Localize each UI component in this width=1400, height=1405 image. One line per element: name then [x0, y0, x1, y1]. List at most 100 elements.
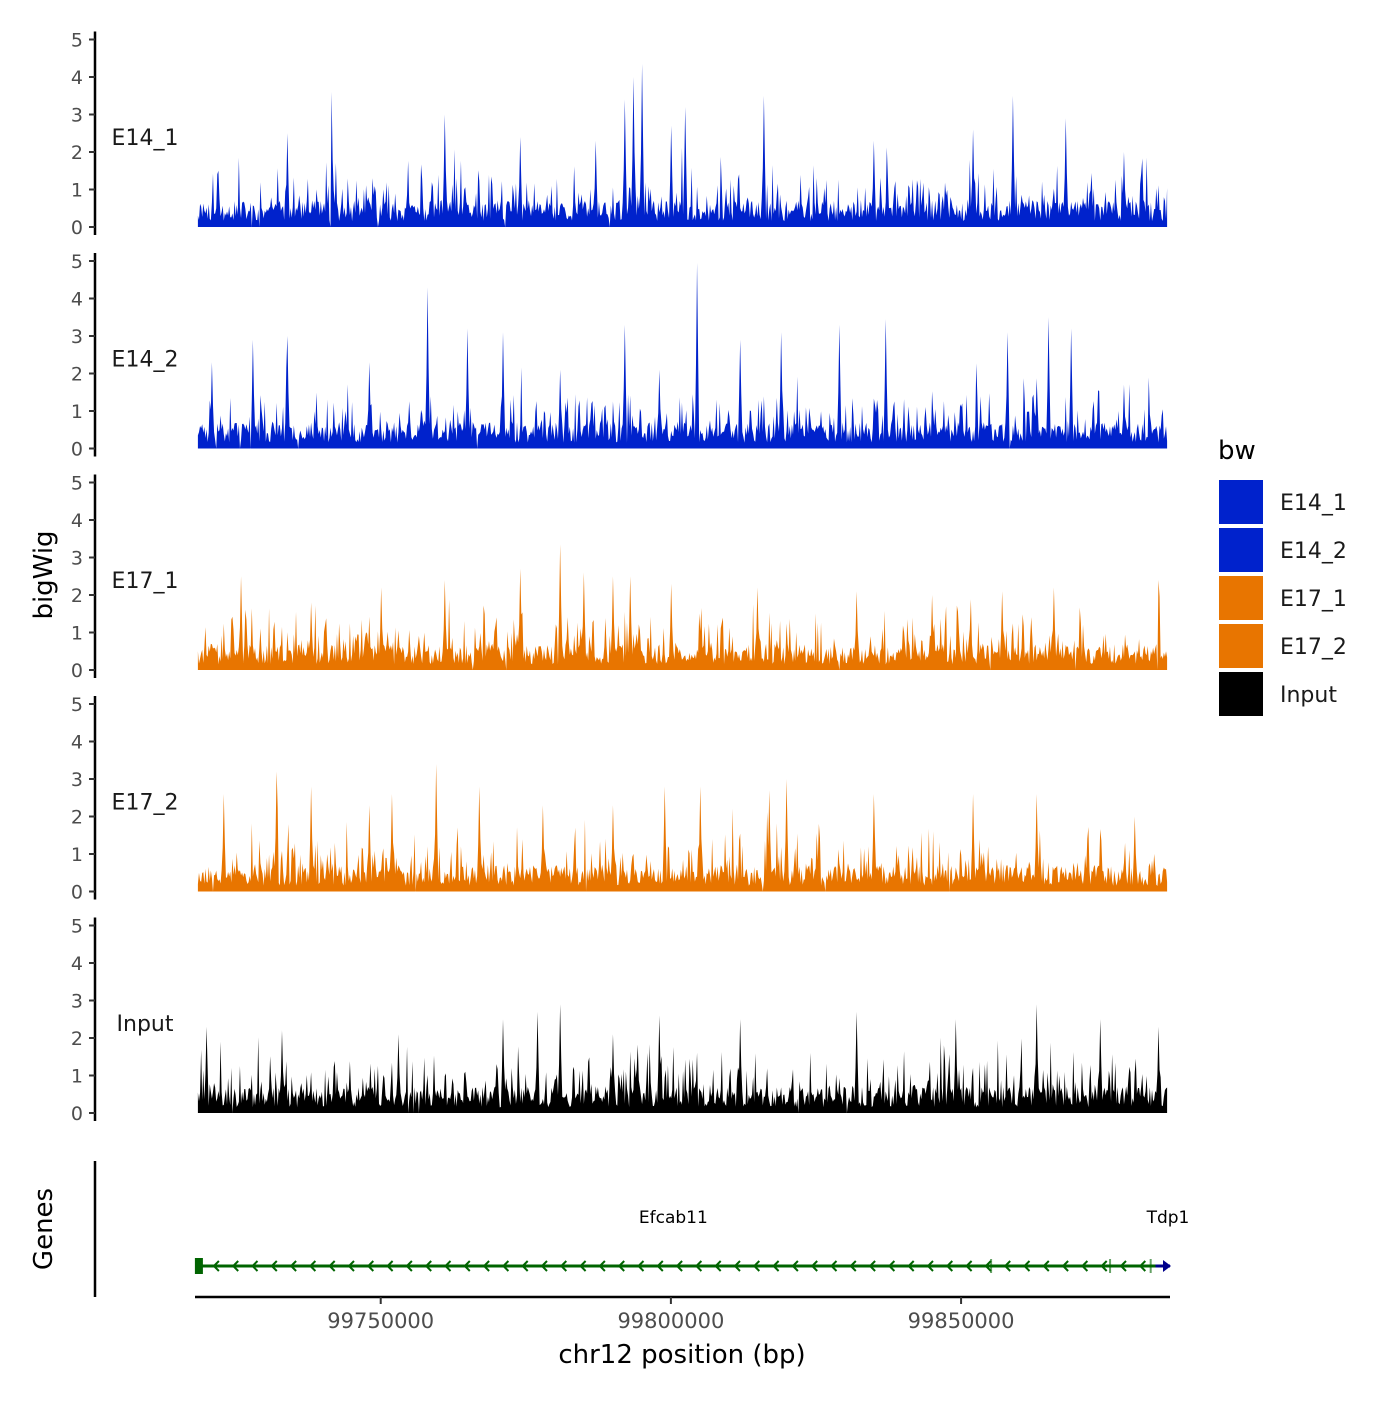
y-tick-label: 2	[71, 807, 83, 829]
gene-exon	[1109, 1259, 1112, 1273]
y-tick-label: 0	[71, 1103, 83, 1125]
strand-arrow	[791, 1260, 799, 1272]
legend: bw E14_1 E14_2 E17_1 E17_2 Input	[1218, 436, 1347, 716]
track-label-E17_2: E17_2	[112, 791, 179, 816]
strand-arrow	[540, 1260, 548, 1272]
y-tick-label: 1	[71, 623, 83, 645]
track-E14_1: 0 1 2 3 4 5 E14_1	[71, 30, 1168, 239]
legend-swatch	[1219, 672, 1263, 716]
strand-arrow	[984, 1260, 992, 1272]
y-tick-label: 0	[71, 660, 83, 682]
strand-arrow	[347, 1260, 355, 1272]
x-axis-title: chr12 position (bp)	[558, 1340, 805, 1370]
strand-arrow	[1100, 1260, 1108, 1272]
legend-swatch	[1219, 624, 1263, 668]
legend-title: bw	[1218, 436, 1256, 466]
strand-arrow	[965, 1260, 973, 1272]
y-tick-label: 3	[71, 991, 83, 1013]
strand-arrow	[1138, 1260, 1147, 1272]
y-tick-label: 5	[71, 694, 83, 716]
strand-arrow	[1061, 1260, 1069, 1272]
legend-entry-E17_2: E17_2	[1219, 624, 1347, 668]
tracks-layer: 0 1 2 3 4 5 E14_1 0 1 2 3 4 5 E14_2 0 1 2 3 4 5 E17_1 0 1 2 3 4 5 E…	[71, 30, 1168, 1125]
strand-arrow	[694, 1260, 703, 1272]
strand-arrow	[212, 1260, 220, 1272]
y-tick-label: 3	[71, 548, 83, 570]
strand-arrow	[559, 1260, 568, 1272]
signal-area-E14_1	[197, 63, 1168, 227]
strand-arrow	[733, 1260, 741, 1272]
y-tick-label: 1	[71, 401, 83, 423]
genes-axis-title: Genes	[29, 1188, 59, 1270]
y-tick-label: 2	[71, 1028, 83, 1050]
track-label-E17_1: E17_1	[112, 569, 179, 594]
y-tick-label: 0	[71, 217, 83, 239]
gene-exon	[990, 1259, 993, 1273]
legend-swatch	[1219, 480, 1263, 524]
y-tick-label: 4	[71, 953, 83, 975]
gene-label: Efcab11	[639, 1208, 708, 1228]
legend-label: Input	[1280, 683, 1337, 708]
strand-arrow	[656, 1260, 664, 1272]
gene-exon	[1149, 1259, 1152, 1273]
signal-area-E14_2	[197, 262, 1168, 449]
strand-arrow	[424, 1260, 432, 1272]
strand-arrow	[637, 1260, 645, 1272]
track-label-E14_2: E14_2	[112, 348, 179, 373]
strand-arrow	[907, 1260, 915, 1272]
strand-arrow	[251, 1260, 259, 1272]
y-tick-label: 3	[71, 326, 83, 348]
strand-arrow	[308, 1260, 317, 1272]
strand-arrow	[1163, 1260, 1171, 1272]
signal-area-E17_2	[197, 764, 1168, 892]
y-tick-label: 5	[71, 473, 83, 495]
signal-area-E17_1	[197, 544, 1168, 670]
y-tick-label: 1	[71, 844, 83, 866]
x-tick-label: 99850000	[908, 1309, 1015, 1333]
strand-arrow	[501, 1260, 510, 1272]
strand-arrow	[1119, 1260, 1127, 1272]
gene-Tdp1: Tdp1	[1146, 1208, 1189, 1272]
legend-entry-E14_1: E14_1	[1219, 480, 1347, 524]
track-label-Input: Input	[117, 1012, 174, 1037]
signal-area-Input	[197, 1004, 1168, 1113]
strand-arrow	[482, 1260, 490, 1272]
y-tick-label: 2	[71, 142, 83, 164]
strand-arrow	[328, 1260, 336, 1272]
strand-arrow	[714, 1260, 722, 1272]
strand-arrow	[386, 1260, 394, 1272]
y-tick-label: 4	[71, 67, 83, 89]
strand-arrow	[444, 1260, 452, 1272]
track-label-E14_1: E14_1	[112, 126, 179, 151]
y-tick-label: 5	[71, 916, 83, 938]
y-tick-label: 2	[71, 585, 83, 607]
y-tick-label: 4	[71, 510, 83, 532]
legend-entry-Input: Input	[1219, 672, 1337, 716]
track-E17_1: 0 1 2 3 4 5 E17_1	[71, 473, 1168, 682]
y-tick-label: 3	[71, 105, 83, 127]
legend-entry-E17_1: E17_1	[1219, 576, 1347, 620]
legend-label: E17_1	[1280, 587, 1347, 612]
strand-arrow	[289, 1260, 297, 1272]
legend-swatch	[1219, 528, 1263, 572]
track-Input: 0 1 2 3 4 5 Input	[71, 916, 1168, 1125]
y-tick-label: 5	[71, 251, 83, 273]
y-tick-label: 3	[71, 769, 83, 791]
y-tick-label: 1	[71, 1066, 83, 1088]
genes-layer: Efcab11 Tdp1	[93, 1161, 1189, 1297]
strand-arrow	[617, 1260, 625, 1272]
strand-arrow	[598, 1260, 606, 1272]
strand-arrow	[926, 1260, 934, 1272]
x-axis: 99750000 99800000 99850000	[195, 1295, 1170, 1333]
y-tick-label: 0	[71, 439, 83, 461]
gene-Efcab11: Efcab11	[194, 1208, 1159, 1274]
y-tick-label: 1	[71, 180, 83, 202]
x-tick-label: 99800000	[617, 1309, 724, 1333]
strand-arrow	[752, 1260, 761, 1272]
strand-arrow	[579, 1260, 587, 1272]
strand-arrow	[887, 1260, 896, 1272]
strand-arrow	[1003, 1260, 1011, 1272]
strand-arrow	[830, 1260, 838, 1272]
